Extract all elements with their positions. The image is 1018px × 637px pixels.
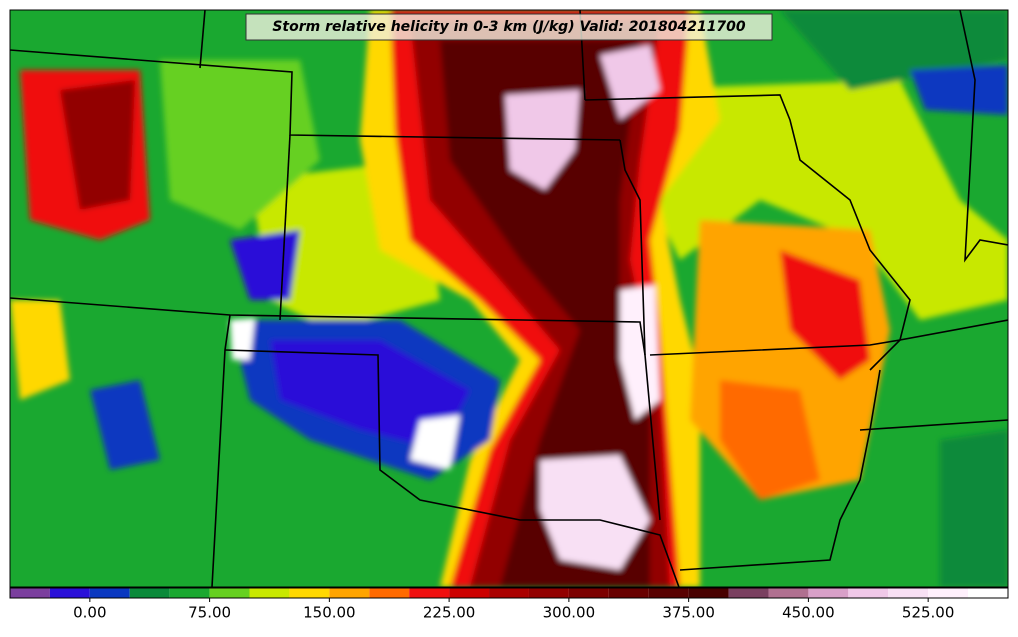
- colorbar-tick-label: 0.00: [73, 604, 106, 622]
- colorbar-bin: [449, 588, 490, 598]
- colorbar-bin: [888, 588, 929, 598]
- colorbar-bin: [289, 588, 330, 598]
- colorbar-bin: [329, 588, 370, 598]
- colorbar-frame: [9, 587, 1009, 599]
- colorbar-bin: [209, 588, 250, 598]
- colorbar-bin: [169, 588, 210, 598]
- colorbar-bin: [528, 588, 569, 598]
- colorbar-tick-label: 75.00: [188, 604, 231, 622]
- colorbar-tick-label: 450.00: [782, 604, 835, 622]
- colorbar: 0.00 75.00 150.00 225.00 300.00 375.00 450.00 5…: [9, 587, 1009, 622]
- colorbar-bin: [369, 588, 410, 598]
- colorbar-tick-label: 375.00: [662, 604, 715, 622]
- colorbar-tick-label: 525.00: [902, 604, 955, 622]
- colorbar-tick-label: 225.00: [423, 604, 476, 622]
- title-box: [245, 13, 773, 41]
- colorbar-bin: [489, 588, 529, 598]
- colorbar-tick-label: 150.00: [303, 604, 356, 622]
- colorbar-bin: [89, 588, 130, 598]
- colorbar-bin: [409, 588, 450, 598]
- map-frame: [9, 9, 1009, 588]
- colorbar-bin: [648, 588, 689, 598]
- colorbar-bin: [808, 588, 849, 598]
- colorbar-bin: [568, 588, 609, 598]
- map-title: Storm relative helicity in 0-3 km (J/kg)…: [272, 19, 746, 35]
- colorbar-bin: [608, 588, 649, 598]
- colorbar-tick-label: 300.00: [543, 604, 596, 622]
- colorbar-bin: [10, 588, 50, 598]
- colorbar-bin: [968, 588, 1008, 598]
- colorbar-bin: [768, 588, 809, 598]
- colorbar-bin: [928, 588, 969, 598]
- colorbar-bin: [848, 588, 889, 598]
- helicity-field: [10, 10, 1008, 587]
- colorbar-bin: [728, 588, 769, 598]
- colorbar-bin: [129, 588, 170, 598]
- colorbar-bin: [249, 588, 290, 598]
- colorbar-bin: [49, 588, 90, 598]
- colorbar-bin: [688, 588, 729, 598]
